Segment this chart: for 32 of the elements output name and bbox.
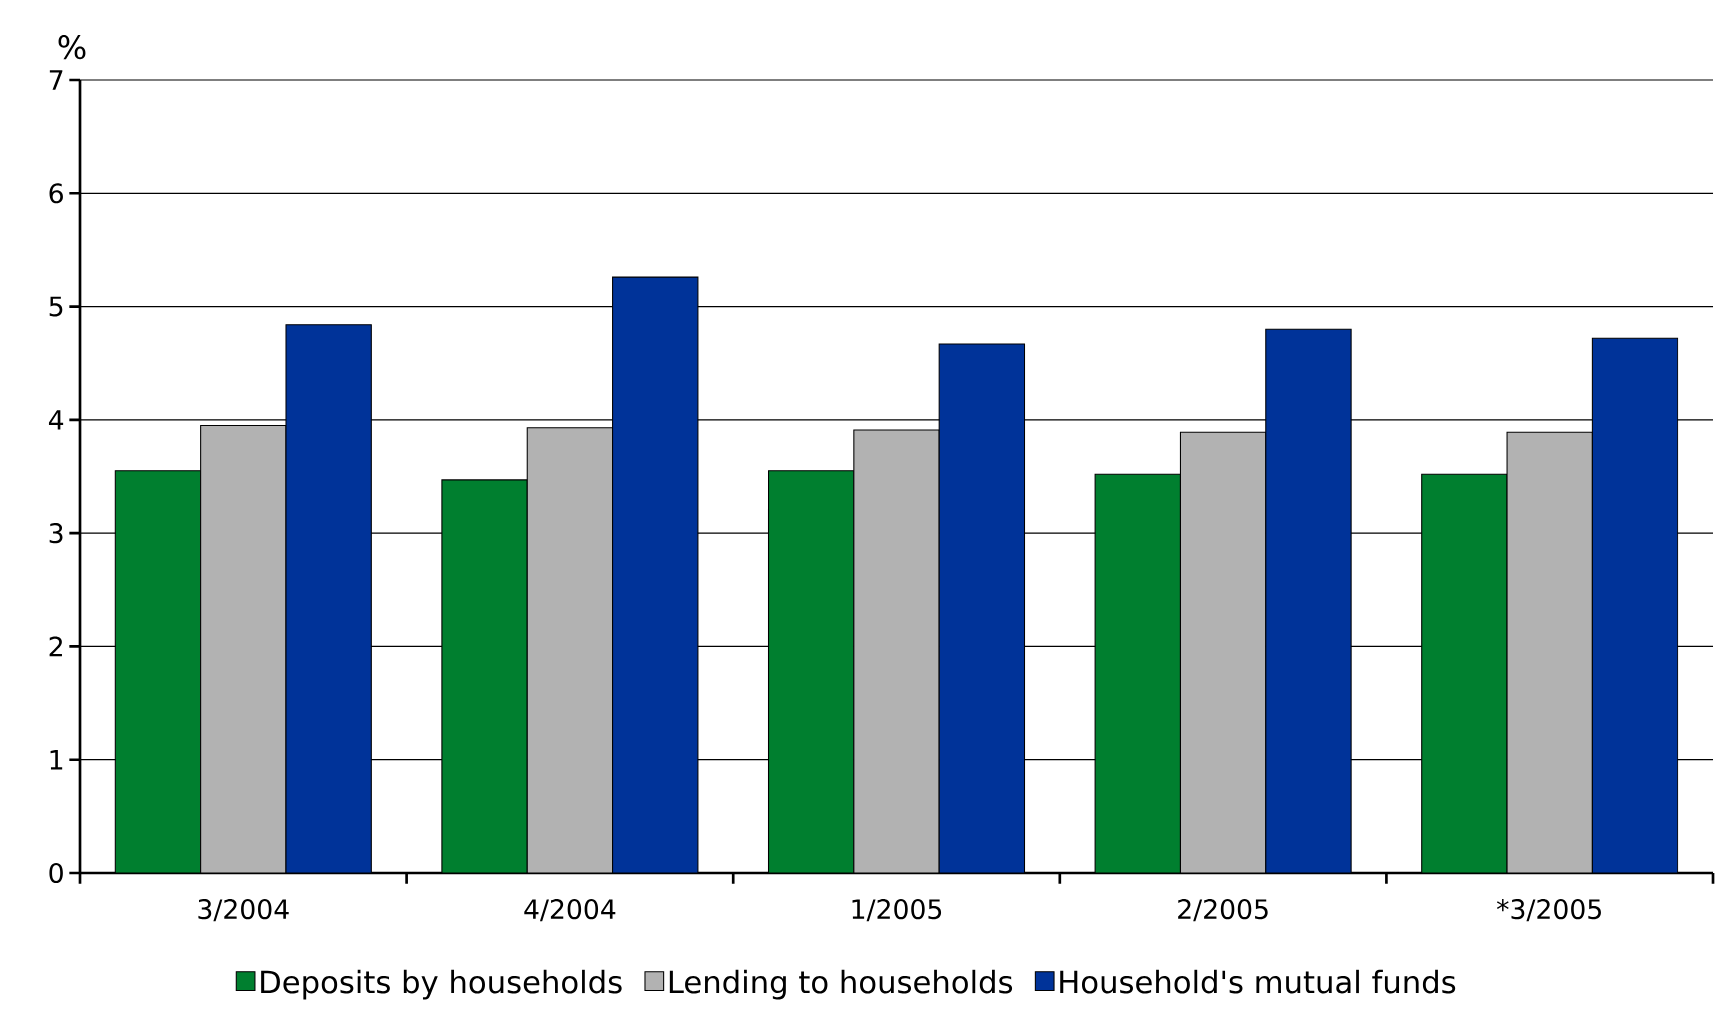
x-tick-label: 4/2004 [524,899,616,922]
bar [1179,431,1267,873]
y-tick-label: 6 [49,183,63,204]
bar [441,479,528,873]
bar [114,470,202,873]
y-tick-label: 1 [50,750,63,770]
bar [285,324,372,873]
bar [938,343,1026,873]
x-tick-label: 1/2005 [852,899,942,922]
bar [767,470,855,873]
bar [1094,473,1181,873]
bar [526,427,614,873]
bar [200,424,287,873]
y-tick-label: 0 [49,862,63,884]
bar [853,429,940,873]
bar [612,276,699,873]
y-tick-label: 3 [49,523,63,544]
legend-label: Lending to households [669,969,1013,1000]
y-tick-label: 4 [48,410,64,430]
legend-label: Deposits by households [261,969,622,1000]
y-tick-label: 7 [49,70,63,90]
y-tick-label: 2 [49,636,62,657]
legend-label: Household's mutual funds [1060,969,1456,994]
y-axis-title: % [58,35,86,60]
y-tick-label: 5 [49,296,63,317]
x-tick-label: 2/2005 [1178,899,1268,922]
bar [1421,473,1508,873]
bar [1506,431,1593,873]
x-tick-label: *3/2005 [1496,899,1601,922]
bar [1591,337,1679,873]
x-tick-label: 3/2004 [198,899,289,922]
bar [1265,328,1352,873]
